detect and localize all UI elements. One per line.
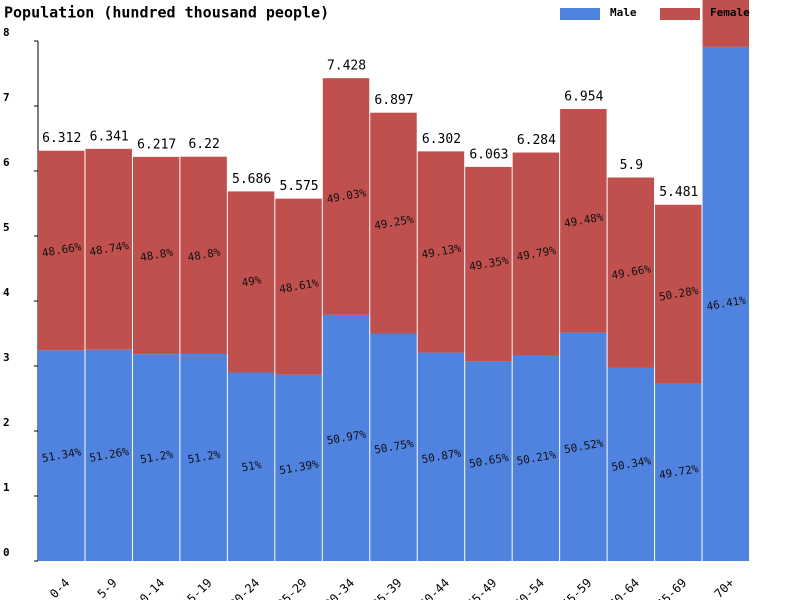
y-tick-label: 0 (3, 546, 10, 559)
legend-label: Male (610, 6, 637, 19)
bar-segment (132, 156, 180, 355)
plot (38, 0, 749, 562)
x-tick-label: 20-24 (227, 576, 262, 600)
percent-label: 48.8% (139, 246, 174, 265)
bar-segment (512, 152, 560, 356)
x-tick-label: 55-59 (559, 576, 594, 600)
x-tick-label: 35-39 (369, 576, 404, 600)
total-label: 6.22 (188, 137, 219, 152)
x-tick-label: 60-64 (606, 576, 641, 600)
percent-label: 49% (241, 273, 263, 289)
total-label: 7.428 (327, 59, 366, 74)
bar-segment (227, 372, 275, 561)
total-label: 6.063 (469, 147, 508, 162)
bar-segment (702, 46, 749, 562)
x-tick-label: 65-69 (654, 576, 689, 600)
bar-segment (560, 108, 607, 333)
percent-label: 51.2% (139, 448, 174, 467)
bar-segment (370, 333, 417, 561)
x-tick-label: 45-49 (464, 576, 499, 600)
x-tick-label: 10-14 (132, 576, 167, 600)
legend-label: Female (710, 6, 750, 19)
y-tick-label: 8 (3, 26, 10, 39)
bar-segment (607, 177, 655, 368)
y-tick-label: 2 (3, 416, 10, 429)
x-tick-label: 25-29 (274, 576, 309, 600)
total-label: 5.575 (279, 179, 318, 194)
y-tick-label: 6 (3, 156, 10, 169)
bar-segment (465, 361, 512, 561)
x-tick-label: 0-4 (47, 576, 72, 600)
total-label: 6.217 (137, 137, 176, 152)
y-tick-label: 3 (3, 351, 10, 364)
bar-segment (655, 204, 702, 384)
bar-segment (560, 332, 607, 561)
percent-label: 48.8% (187, 246, 222, 265)
bar-segment (180, 156, 227, 354)
total-label: 5.9 (620, 158, 643, 173)
x-tick-label: 50-54 (512, 576, 547, 600)
x-tick-label: 40-44 (417, 576, 452, 600)
bar-segment (655, 383, 702, 561)
bar-segment (275, 198, 322, 375)
total-label: 6.954 (564, 89, 603, 104)
bar-segment (465, 166, 512, 362)
percent-label: 51.2% (187, 448, 222, 467)
y-tick-label: 7 (3, 91, 10, 104)
y-tick-label: 4 (3, 286, 10, 299)
legend-swatch (560, 8, 600, 20)
x-tick-label: 30-34 (322, 576, 357, 600)
bar-segment (512, 355, 560, 561)
bar-segment (417, 151, 465, 353)
bar-segment (85, 349, 132, 561)
chart-title: Population (hundred thousand people) (4, 4, 329, 22)
x-tick-label: 70+ (712, 576, 737, 600)
bar-segment (132, 354, 180, 561)
bar-segment (38, 150, 85, 351)
total-label: 6.897 (374, 93, 413, 108)
bar-segment (417, 352, 465, 561)
x-tick-label: 15-19 (179, 576, 214, 600)
total-label: 6.302 (422, 132, 461, 147)
bar-segment (85, 148, 132, 350)
bar-segment (607, 367, 655, 561)
bar-segment (702, 0, 749, 47)
total-label: 6.341 (90, 129, 129, 144)
bar-segment (322, 78, 370, 315)
total-label: 5.481 (659, 185, 698, 200)
bar-segment (180, 353, 227, 561)
bar-segment (275, 374, 322, 561)
total-label: 6.312 (42, 131, 81, 146)
bar-segment (322, 314, 370, 561)
y-tick-label: 5 (3, 221, 10, 234)
percent-label: 51% (241, 458, 263, 474)
legend-swatch (660, 8, 700, 20)
y-tick-label: 1 (3, 481, 10, 494)
bar-segment (38, 350, 85, 561)
bar-segment (370, 112, 417, 334)
bar-segment (227, 191, 275, 373)
total-label: 6.284 (517, 133, 556, 148)
x-tick-label: 5-9 (95, 576, 120, 600)
total-label: 5.686 (232, 172, 271, 187)
